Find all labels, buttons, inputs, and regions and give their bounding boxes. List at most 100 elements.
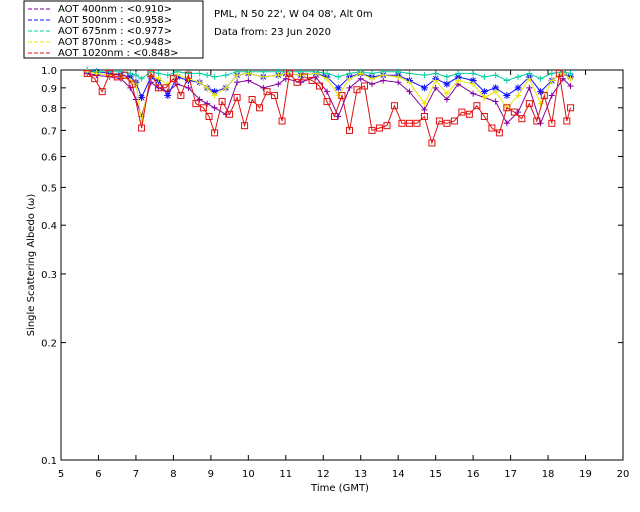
data-point bbox=[127, 70, 134, 77]
data-point bbox=[455, 77, 462, 84]
data-point bbox=[334, 84, 342, 92]
y-tick-label: 0.7 bbox=[41, 126, 57, 137]
data-point bbox=[428, 139, 436, 147]
data-point bbox=[503, 77, 510, 84]
x-tick-label: 13 bbox=[354, 469, 367, 480]
data-point bbox=[443, 96, 450, 103]
data-point bbox=[245, 77, 252, 84]
data-point bbox=[121, 71, 129, 79]
x-tick-label: 16 bbox=[467, 469, 480, 480]
x-tick-label: 5 bbox=[58, 469, 64, 480]
series bbox=[83, 69, 575, 147]
data-point bbox=[155, 75, 162, 82]
data-point bbox=[406, 79, 413, 86]
data-point bbox=[138, 94, 146, 102]
data-point bbox=[470, 70, 477, 77]
data-point bbox=[113, 73, 121, 81]
data-point bbox=[458, 108, 466, 116]
data-point bbox=[368, 126, 376, 134]
x-tick-label: 10 bbox=[242, 469, 255, 480]
data-point bbox=[155, 70, 162, 77]
data-point bbox=[380, 72, 387, 79]
data-point bbox=[526, 84, 533, 91]
data-point bbox=[503, 120, 510, 127]
data-point bbox=[406, 88, 413, 95]
legend-label: AOT 400nm : <0.910> bbox=[58, 4, 172, 15]
data-point bbox=[473, 102, 481, 110]
data-point bbox=[211, 129, 219, 137]
data-point bbox=[537, 100, 544, 107]
data-point bbox=[360, 82, 368, 90]
data-point bbox=[443, 119, 451, 127]
data-point bbox=[525, 100, 533, 108]
data-point bbox=[204, 100, 211, 107]
data-point bbox=[563, 117, 571, 125]
x-tick-label: 18 bbox=[542, 469, 555, 480]
data-point bbox=[233, 94, 241, 102]
data-point bbox=[324, 75, 331, 82]
data-point bbox=[138, 124, 146, 132]
data-point bbox=[164, 72, 171, 79]
data-point bbox=[548, 92, 555, 99]
data-point bbox=[346, 75, 353, 82]
data-point bbox=[495, 129, 503, 137]
data-point bbox=[263, 88, 271, 96]
data-point bbox=[331, 112, 339, 120]
data-point bbox=[234, 79, 241, 86]
data-point bbox=[154, 84, 162, 92]
x-tick-label: 9 bbox=[208, 469, 214, 480]
x-axis-label: Time (GMT) bbox=[310, 483, 369, 494]
data-point bbox=[526, 75, 533, 82]
data-point bbox=[395, 79, 402, 86]
data-point bbox=[455, 70, 462, 77]
y-tick-label: 1.0 bbox=[41, 66, 57, 77]
data-point bbox=[335, 113, 342, 120]
data-point bbox=[91, 75, 99, 83]
data-point bbox=[480, 112, 488, 120]
data-point bbox=[211, 104, 218, 111]
data-point bbox=[480, 88, 488, 96]
data-point bbox=[368, 70, 375, 77]
data-point bbox=[503, 104, 511, 112]
data-point bbox=[211, 73, 218, 80]
data-point bbox=[432, 70, 439, 77]
data-point bbox=[555, 69, 563, 77]
data-point bbox=[218, 98, 226, 106]
data-point bbox=[514, 84, 522, 92]
data-point bbox=[492, 84, 500, 92]
data-point bbox=[465, 110, 473, 118]
data-point bbox=[169, 75, 177, 83]
data-point bbox=[492, 98, 499, 105]
data-point bbox=[204, 84, 211, 91]
data-point bbox=[406, 70, 413, 77]
x-tick-label: 17 bbox=[504, 469, 517, 480]
data-point bbox=[177, 92, 185, 100]
data-point bbox=[222, 111, 229, 118]
data-point bbox=[368, 75, 375, 82]
header-date: Data from: 23 Jun 2020 bbox=[214, 27, 331, 38]
data-point bbox=[245, 70, 252, 77]
data-point bbox=[222, 72, 229, 79]
y-tick-label: 0.3 bbox=[41, 270, 57, 281]
series-line bbox=[86, 71, 571, 145]
data-point bbox=[470, 90, 477, 97]
data-point bbox=[185, 84, 192, 91]
x-tick-label: 6 bbox=[95, 469, 101, 480]
data-point bbox=[241, 122, 249, 130]
data-point bbox=[234, 72, 241, 79]
data-point bbox=[560, 70, 567, 77]
data-point bbox=[323, 98, 331, 106]
data-point bbox=[481, 94, 488, 101]
data-point bbox=[443, 80, 451, 88]
data-point bbox=[421, 106, 428, 113]
data-point bbox=[211, 88, 219, 96]
y-tick-label: 0.1 bbox=[41, 456, 57, 467]
data-point bbox=[537, 75, 544, 82]
data-point bbox=[226, 110, 234, 118]
legend: AOT 400nm : <0.910>AOT 500nm : <0.958>AO… bbox=[23, 0, 204, 59]
y-tick-label: 0.6 bbox=[41, 153, 57, 164]
axis-ticks: 5 6 7 8 9 10 11 12 13 14 15 16 17 18 19 20 0.1 0.2 0.3 0.4 0… bbox=[41, 66, 629, 480]
data-point bbox=[540, 92, 548, 100]
legend-label: AOT 870nm : <0.948> bbox=[58, 37, 172, 48]
